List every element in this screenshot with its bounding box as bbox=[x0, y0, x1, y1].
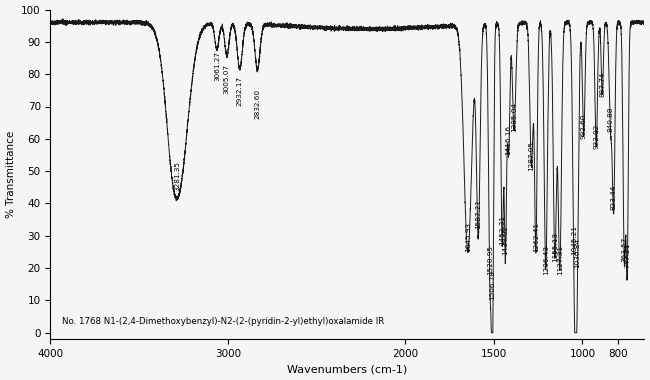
Text: 1434.02: 1434.02 bbox=[502, 225, 508, 255]
Text: 1030.84: 1030.84 bbox=[574, 238, 580, 268]
Text: 1416.16: 1416.16 bbox=[506, 125, 512, 155]
Text: 1127.31: 1127.31 bbox=[557, 245, 563, 274]
X-axis label: Wavenumbers (cm-1): Wavenumbers (cm-1) bbox=[287, 364, 408, 374]
Text: 823.44: 823.44 bbox=[611, 185, 617, 210]
Text: 763.57: 763.57 bbox=[621, 236, 627, 261]
Text: 887.74: 887.74 bbox=[599, 71, 605, 97]
Text: No. 1768 N1-(2,4-Dimethoxybenzyl)-N2-(2-(pyridin-2-yl)ethyl)oxalamide IR: No. 1768 N1-(2,4-Dimethoxybenzyl)-N2-(2-… bbox=[62, 317, 385, 326]
Text: 3061.27: 3061.27 bbox=[214, 51, 220, 81]
Text: 2932.17: 2932.17 bbox=[237, 76, 243, 106]
Text: 1287.05: 1287.05 bbox=[528, 141, 534, 171]
Text: 1587.21: 1587.21 bbox=[475, 199, 481, 229]
Text: 992.60: 992.60 bbox=[580, 114, 587, 139]
Text: 840.88: 840.88 bbox=[608, 107, 614, 132]
Text: 1155.13: 1155.13 bbox=[552, 232, 558, 261]
Text: 1385.04: 1385.04 bbox=[511, 102, 517, 132]
Text: 747.21: 747.21 bbox=[624, 243, 630, 268]
Text: 1645.93: 1645.93 bbox=[465, 222, 471, 252]
Text: 1520.95: 1520.95 bbox=[487, 245, 493, 274]
Text: 1045.21: 1045.21 bbox=[571, 225, 577, 255]
Text: 922.02: 922.02 bbox=[593, 123, 599, 149]
Text: 3005.07: 3005.07 bbox=[224, 63, 230, 93]
Text: 2832.60: 2832.60 bbox=[254, 89, 261, 119]
Text: 3281.35: 3281.35 bbox=[175, 160, 181, 190]
Text: 1452.31: 1452.31 bbox=[499, 215, 505, 245]
Text: 1206.43: 1206.43 bbox=[543, 245, 549, 274]
Text: 1506.70: 1506.70 bbox=[489, 271, 495, 300]
Y-axis label: % Transmittance: % Transmittance bbox=[6, 131, 16, 218]
Text: 1262.41: 1262.41 bbox=[533, 222, 539, 252]
